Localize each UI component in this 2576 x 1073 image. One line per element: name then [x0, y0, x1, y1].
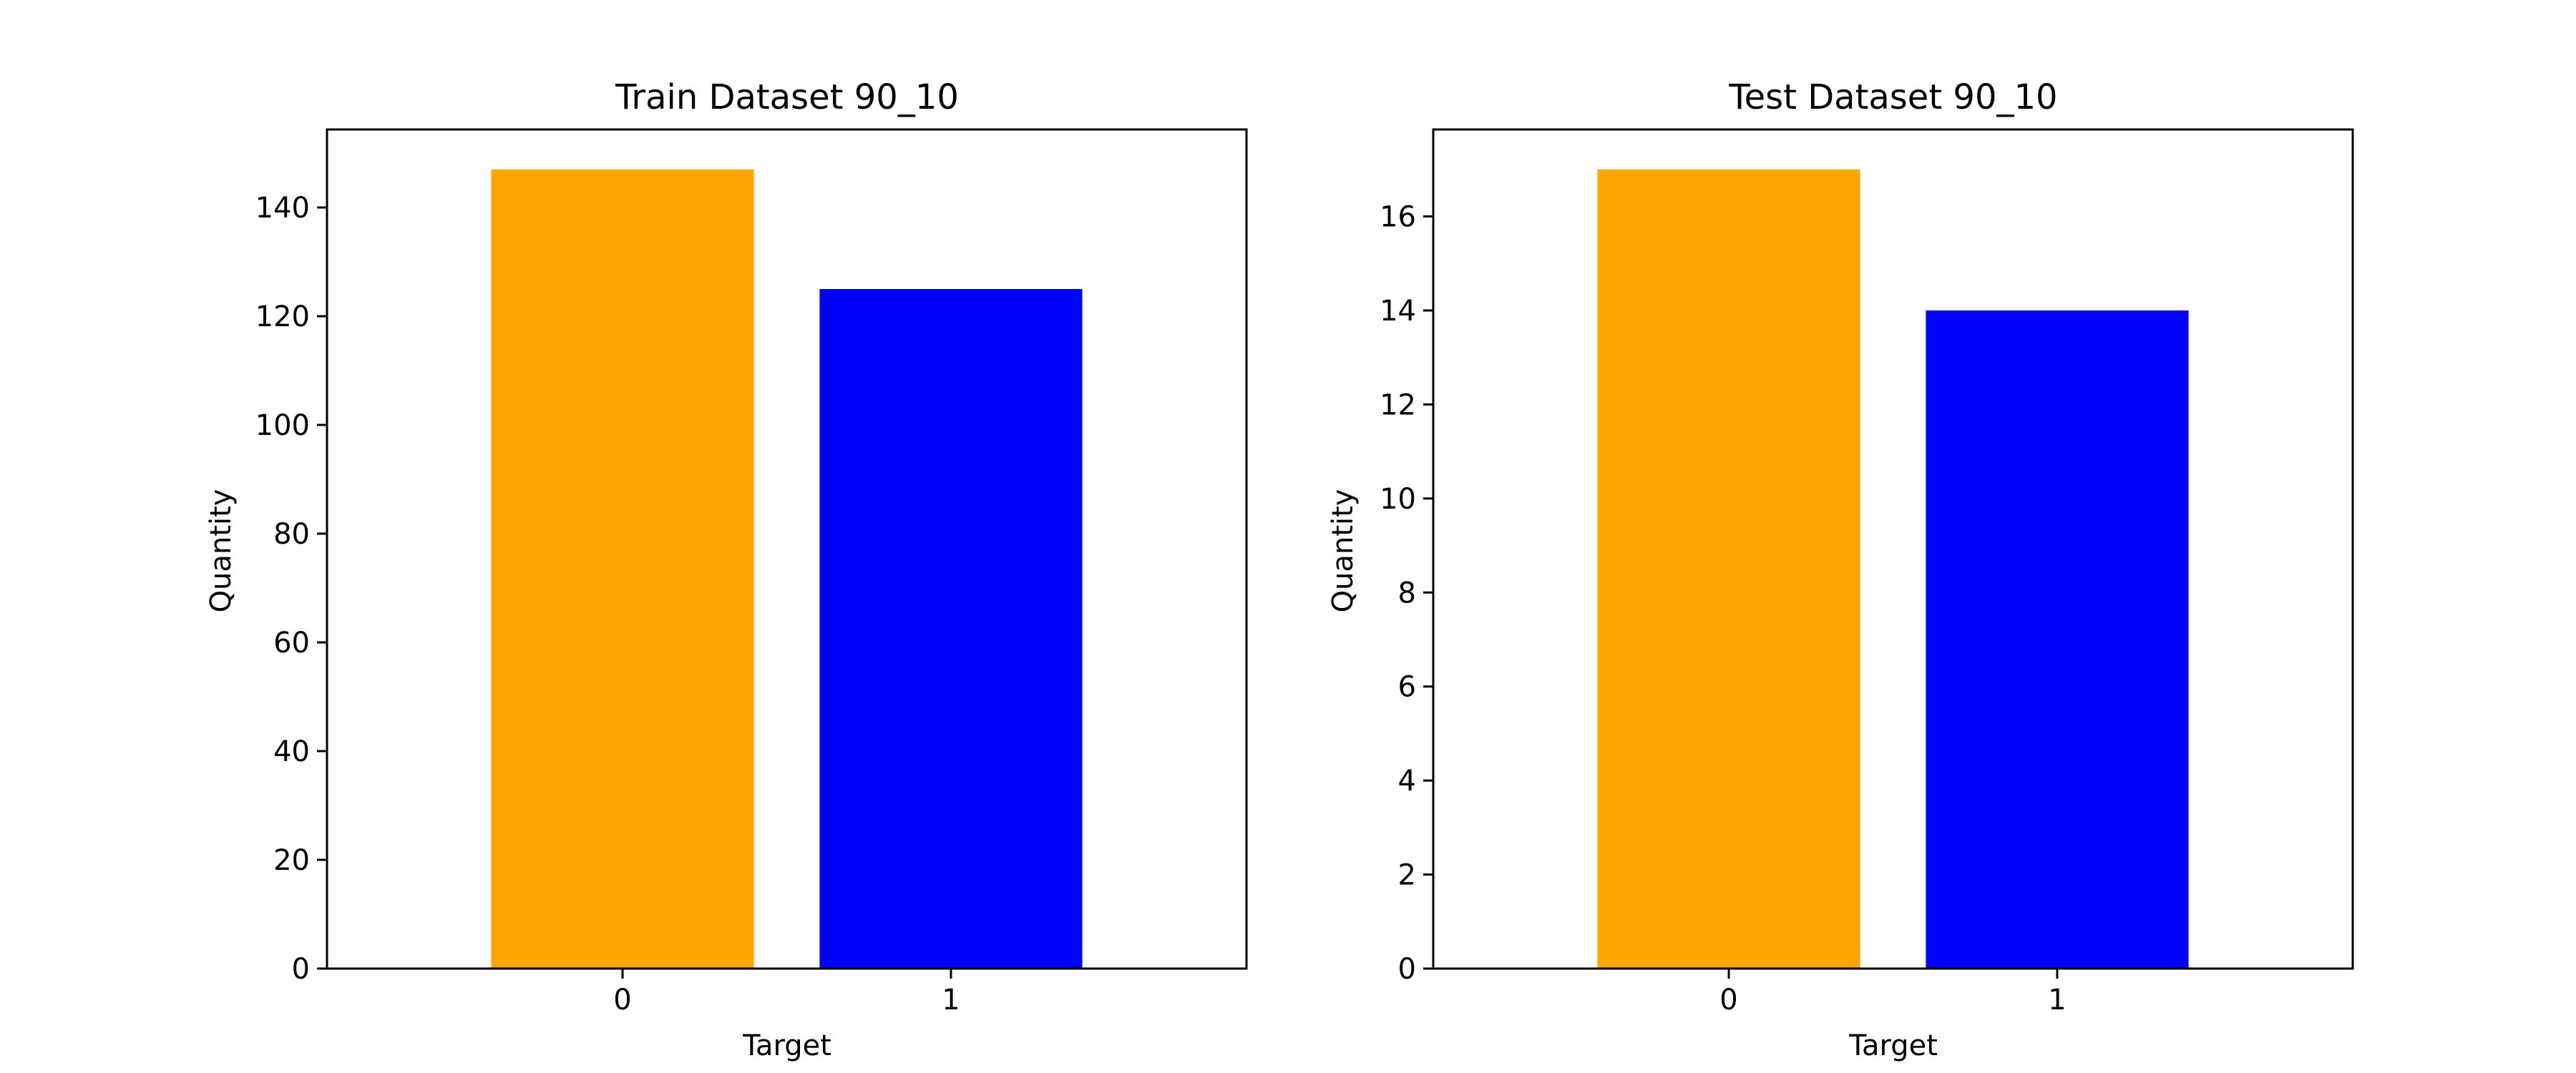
train-chart: Train Dataset 90_10 0 20 40 60 80 100 120 140 0…	[205, 77, 1248, 1062]
test-y-tick-label: 0	[1398, 953, 1416, 986]
train-bar-1	[819, 289, 1083, 969]
test-x-axis-label: Target	[1848, 1029, 1938, 1062]
train-bar-0	[491, 169, 754, 969]
test-x-tick-label: 1	[2048, 984, 2066, 1016]
train-x-tick-label: 0	[613, 984, 631, 1016]
train-plot-frame	[326, 128, 1248, 970]
test-bar-1	[1926, 310, 2189, 969]
test-y-tick-label: 16	[1380, 201, 1416, 234]
train-y-ticks: 0 20 40 60 80 100 120 140	[255, 192, 327, 986]
test-y-tick-label: 4	[1398, 765, 1416, 798]
train-y-tick-label: 100	[255, 409, 310, 442]
test-y-ticks: 0 2 4 6 8 10 12 14 16	[1380, 201, 1433, 986]
train-y-tick-label: 40	[273, 735, 310, 768]
test-plot-frame	[1432, 128, 2354, 970]
test-x-tick-label: 0	[1719, 984, 1737, 1016]
test-y-tick-label: 6	[1398, 671, 1416, 704]
test-y-axis-label: Quantity	[1327, 489, 1360, 613]
test-chart-title: Test Dataset 90_10	[1728, 77, 2057, 117]
test-y-tick-label: 8	[1398, 577, 1416, 609]
train-y-axis-label: Quantity	[205, 489, 238, 613]
train-y-tick-label: 60	[273, 627, 310, 660]
train-y-tick-label: 80	[273, 518, 310, 551]
train-y-tick-label: 0	[292, 953, 310, 986]
train-y-tick-label: 140	[255, 192, 310, 225]
train-bars	[491, 169, 1083, 969]
train-x-axis-label: Target	[742, 1029, 831, 1062]
test-bar-0	[1597, 169, 1860, 969]
test-y-tick-label: 12	[1380, 388, 1416, 421]
train-y-tick-label: 120	[255, 300, 310, 333]
test-bars	[1597, 169, 2189, 969]
test-y-tick-label: 10	[1380, 483, 1416, 516]
test-y-tick-label: 14	[1380, 295, 1416, 328]
train-chart-title: Train Dataset 90_10	[615, 77, 959, 117]
train-x-tick-label: 1	[942, 984, 960, 1016]
train-y-tick-label: 20	[273, 844, 310, 877]
test-y-tick-label: 2	[1398, 859, 1416, 892]
